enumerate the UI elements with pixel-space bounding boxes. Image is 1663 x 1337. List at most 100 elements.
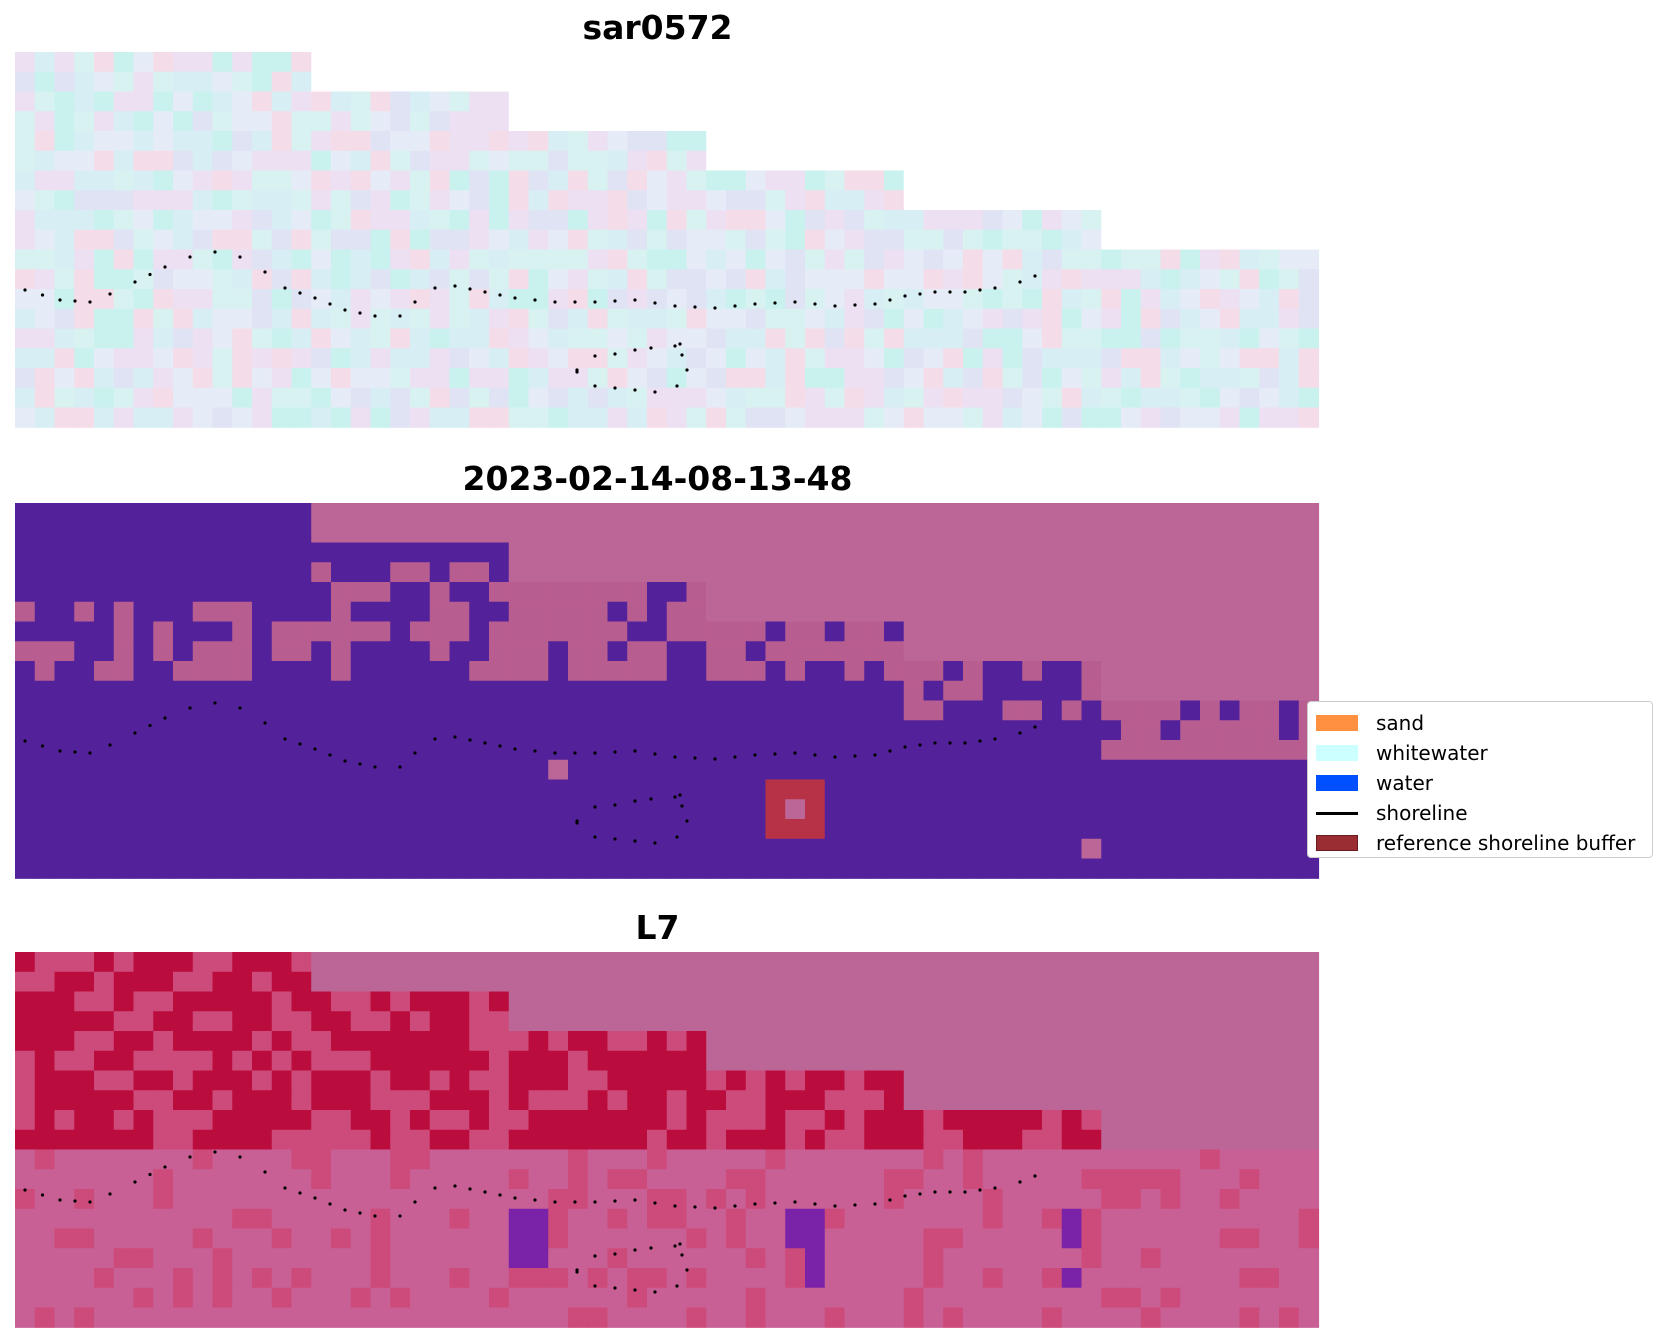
l7-pixel [74,971,95,993]
l7-pixel [153,971,174,993]
sar-pixel [74,348,95,369]
l7-pixel [607,1110,628,1131]
sar-shoreline-point [188,255,192,259]
l7-pixel [153,1189,174,1210]
sar-pixel [884,328,905,349]
class-pixel [745,680,767,702]
sar-pixel [607,210,628,231]
l7-pixel [133,1050,154,1072]
l7-pixel [765,1248,786,1269]
sar-nodata-cell [1200,52,1221,250]
l7-pixel [844,1228,865,1249]
sar-pixel [923,328,944,349]
sar-pixel [350,387,372,409]
class-pixel [1042,700,1063,721]
l7-pixel [864,1070,885,1091]
l7-nodata-cell [1140,952,1162,1150]
sar-pixel [528,289,549,310]
l7-pixel [212,1248,233,1269]
class-nodata-cell [1259,503,1280,701]
class-pixel [1002,799,1023,820]
l7-pixel [765,1228,786,1249]
class-pixel [390,661,411,682]
sar-pixel [291,52,312,73]
class-nodata-cell [1298,503,1320,701]
l7-pixel [133,1129,154,1151]
l7-shoreline-point [873,1202,877,1206]
sar-pixel [410,289,431,310]
l7-pixel [508,1070,530,1091]
l7-pixel [706,1287,727,1309]
sar-pixel [864,328,885,349]
class-shoreline-point [833,755,837,759]
sar-pixel [666,210,688,231]
sar-pixel [745,328,767,349]
class-pixel [212,700,233,721]
l7-shoreline-point [613,1199,617,1203]
class-pixel [884,720,905,741]
sar-pixel [489,368,510,389]
class-pixel [1140,740,1162,761]
l7-shoreline-point [833,1204,837,1208]
l7-pixel [311,1248,332,1269]
class-pixel [528,582,549,603]
class-pixel [113,720,135,741]
class-pixel [824,779,846,800]
l7-pixel [429,1110,451,1131]
l7-pixel [528,1090,549,1111]
class-pixel [627,621,648,642]
class-pixel [1081,700,1102,721]
l7-pixel [410,1110,431,1131]
class-pixel [1259,819,1280,840]
sar-nodata-cell [528,52,549,131]
l7-pixel [54,1129,75,1151]
sar-shoreline-point [453,284,457,288]
sar-pixel [94,407,115,428]
l7-pixel [1180,1208,1201,1230]
class-pixel [1002,700,1023,721]
sar-nodata-cell [765,52,786,171]
sar-pixel [291,249,312,270]
sar-pixel [94,190,115,211]
sar-pixel [982,328,1004,349]
sar-shoreline-point [483,290,487,294]
l7-pixel [1101,1307,1122,1328]
sar-pixel [686,407,707,428]
l7-pixel [331,1189,352,1210]
l7-pixel [1298,1268,1320,1289]
l7-pixel [647,1169,668,1190]
l7-nodata-cell [666,952,688,1031]
class-pixel [390,700,411,721]
l7-pixel [232,1208,253,1230]
class-pixel [390,779,411,800]
class-pixel [212,621,233,642]
l7-pixel [410,1149,431,1170]
sar-pixel [469,289,490,310]
class-pixel [212,542,233,563]
class-pixel [824,700,846,721]
class-pixel [864,759,885,781]
l7-pixel [1042,1307,1063,1328]
sar-pixel [311,111,332,132]
l7-pixel [1259,1169,1280,1190]
l7-pixel [548,1208,569,1230]
l7-pixel [271,1228,293,1249]
l7-pixel [54,1050,75,1072]
class-pixel [271,720,293,741]
sar-pixel [74,190,95,211]
sar-pixel [133,150,154,172]
class-pixel [1081,819,1102,840]
sar-pixel [410,308,431,330]
class-pixel [173,562,194,583]
sar-pixel [508,170,530,191]
l7-pixel [350,1149,372,1170]
class-pixel [706,779,727,800]
sar-pixel [568,249,589,270]
l7-pixel [173,1110,194,1131]
l7-pixel [1061,1248,1083,1269]
l7-pixel [370,1287,391,1309]
sar-pixel [1002,269,1023,290]
l7-pixel [1061,1228,1083,1249]
sar-pixel [291,407,312,428]
l7-pixel [508,1228,530,1249]
